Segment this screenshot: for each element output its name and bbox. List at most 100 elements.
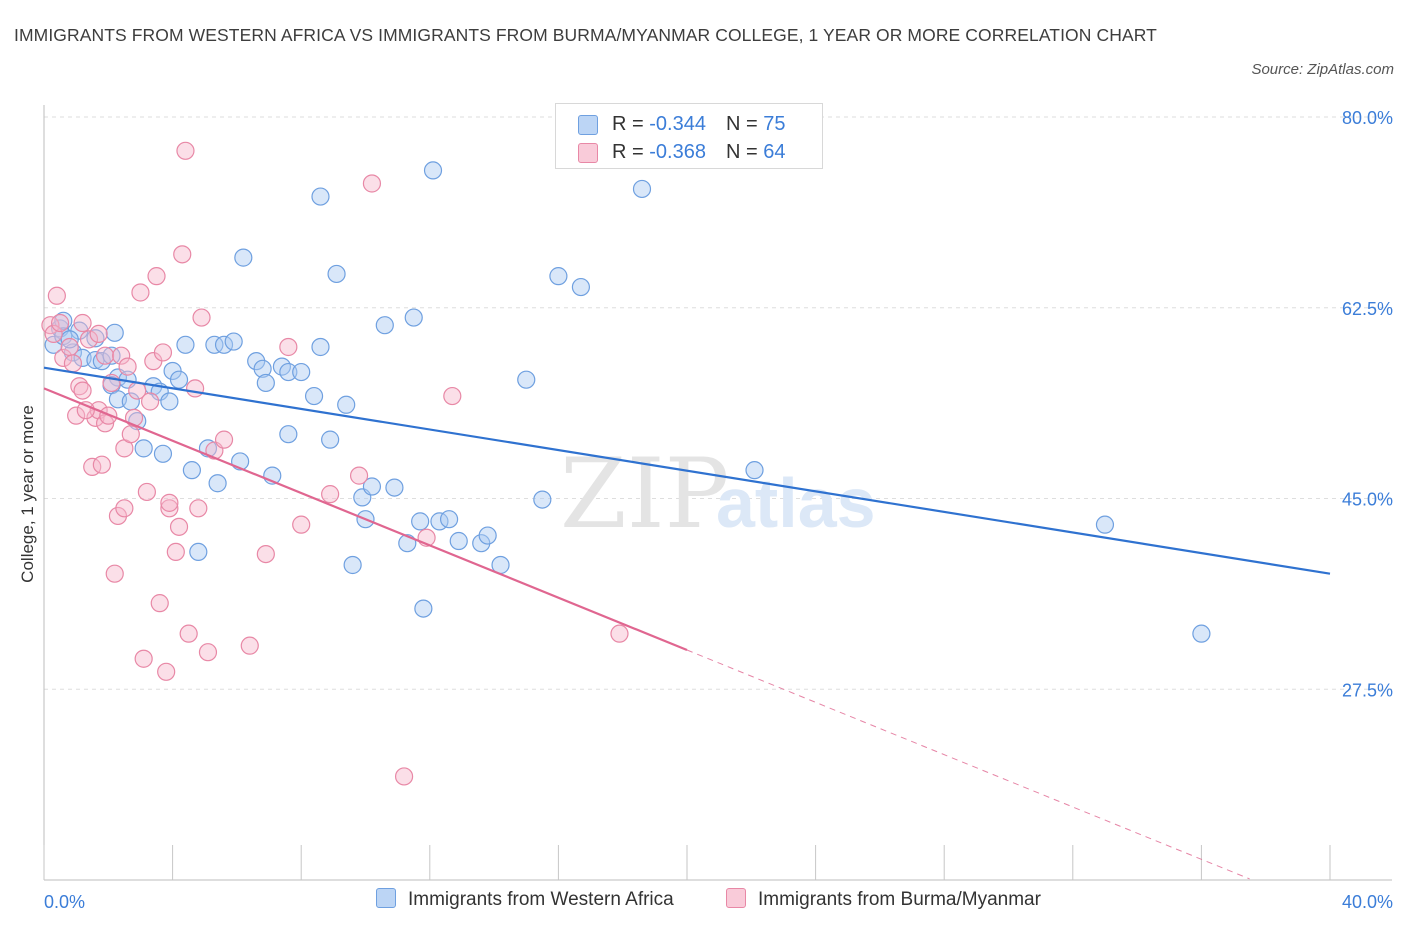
data-point-burma (67, 406, 86, 425)
data-point-western-africa (279, 425, 298, 444)
data-point-burma (179, 624, 198, 643)
pink-swatch (578, 142, 598, 163)
data-point-western-africa (182, 461, 201, 480)
data-point-western-africa (632, 179, 652, 199)
y-tick-label: 27.5% (1342, 680, 1393, 700)
axes (43, 105, 1392, 881)
data-point-western-africa (404, 308, 423, 327)
data-point-western-africa (375, 316, 394, 335)
watermark-atlas: atlas (716, 464, 876, 542)
data-point-burma (89, 324, 108, 344)
data-point-burma (240, 636, 259, 655)
data-point-burma (73, 381, 92, 400)
data-point-burma (73, 313, 92, 333)
trend-line-burma-extension (686, 649, 1250, 880)
data-point-western-africa (311, 337, 330, 357)
data-point-burma (394, 767, 414, 786)
chart-title: IMMIGRANTS FROM WESTERN AFRICA VS IMMIGR… (14, 25, 1157, 45)
data-point-western-africa (292, 362, 311, 382)
data-point-burma (118, 357, 137, 376)
series-western-africa-points (44, 161, 1211, 643)
data-point-burma (150, 594, 169, 613)
bottom-legend-burma: Immigrants from Burma/Myanmar (726, 888, 1041, 911)
data-point-burma (189, 499, 208, 518)
data-point-western-africa (92, 352, 111, 371)
n-value-pink: 64 (763, 141, 786, 163)
data-point-western-africa (337, 395, 356, 414)
data-point-burma (321, 485, 340, 504)
data-point-burma (157, 662, 176, 681)
data-point-burma (176, 141, 195, 160)
data-point-western-africa (472, 534, 491, 553)
gridlines (44, 116, 1392, 690)
data-point-burma (214, 430, 234, 449)
data-point-burma (60, 337, 79, 357)
data-point-western-africa (160, 392, 179, 411)
data-point-burma (160, 499, 179, 518)
data-point-western-africa (253, 359, 272, 378)
data-point-burma (292, 515, 311, 534)
y-tick-label: 80.0% (1342, 108, 1393, 128)
data-point-western-africa (189, 542, 208, 562)
data-point-western-africa (224, 332, 243, 351)
data-point-burma (121, 425, 140, 444)
data-point-burma (198, 643, 218, 662)
source-label: Source: ZipAtlas.com (1251, 61, 1394, 78)
data-point-burma (131, 283, 150, 302)
data-point-western-africa (105, 323, 124, 342)
data-point-western-africa (169, 370, 189, 389)
data-point-burma (95, 346, 115, 365)
data-point-western-africa (234, 248, 253, 267)
data-point-western-africa (533, 490, 552, 509)
data-point-burma (54, 348, 73, 367)
bottom-legend-western-africa: Immigrants from Western Africa (376, 888, 674, 911)
data-point-western-africa (478, 526, 497, 545)
x-tick-label-min: 0.0% (44, 892, 85, 912)
data-point-western-africa (214, 335, 234, 354)
trend-line-western-africa (43, 366, 1331, 575)
r-value-pink: -0.368 (649, 141, 706, 163)
trend-line-burma (43, 387, 688, 652)
data-point-burma (147, 267, 166, 286)
y-tick-label: 45.0% (1342, 490, 1393, 510)
data-point-burma (105, 564, 124, 583)
data-point-burma (63, 354, 83, 373)
data-point-western-africa (549, 267, 568, 286)
data-point-burma (169, 517, 189, 536)
r-value-blue: -0.344 (649, 113, 706, 135)
data-point-burma (349, 466, 369, 485)
data-point-western-africa (343, 555, 362, 575)
data-point-burma (256, 544, 275, 564)
data-point-western-africa (205, 335, 224, 354)
data-point-burma (112, 346, 131, 365)
data-point-burma (44, 324, 63, 344)
y-axis-label: College, 1 year or more (18, 405, 37, 583)
data-point-burma (166, 542, 185, 562)
data-point-western-africa (60, 330, 79, 349)
data-point-burma (115, 499, 134, 518)
correlation-legend: R = -0.344 N = 75 R = -0.368 N = 64 (555, 103, 823, 169)
data-point-burma (362, 174, 382, 193)
data-point-burma (443, 386, 462, 406)
data-point-western-africa (304, 386, 324, 406)
blue-legend-swatch (376, 888, 396, 908)
data-point-western-africa (362, 477, 382, 496)
data-point-western-africa (134, 439, 153, 458)
y-tick-label: 62.5% (1342, 299, 1393, 319)
data-point-western-africa (176, 335, 195, 354)
data-point-burma (108, 506, 128, 526)
data-point-western-africa (256, 373, 275, 393)
data-point-western-africa (321, 430, 340, 449)
data-point-western-africa (327, 264, 346, 284)
data-point-western-africa (1095, 515, 1115, 534)
data-point-burma (92, 455, 111, 474)
data-point-burma (160, 493, 179, 512)
data-point-western-africa (247, 352, 266, 371)
data-point-western-africa (311, 187, 330, 206)
data-point-burma (50, 313, 70, 333)
data-point-burma (279, 337, 298, 357)
data-point-burma (186, 379, 205, 398)
data-point-western-africa (517, 370, 536, 389)
data-point-western-africa (153, 444, 173, 463)
